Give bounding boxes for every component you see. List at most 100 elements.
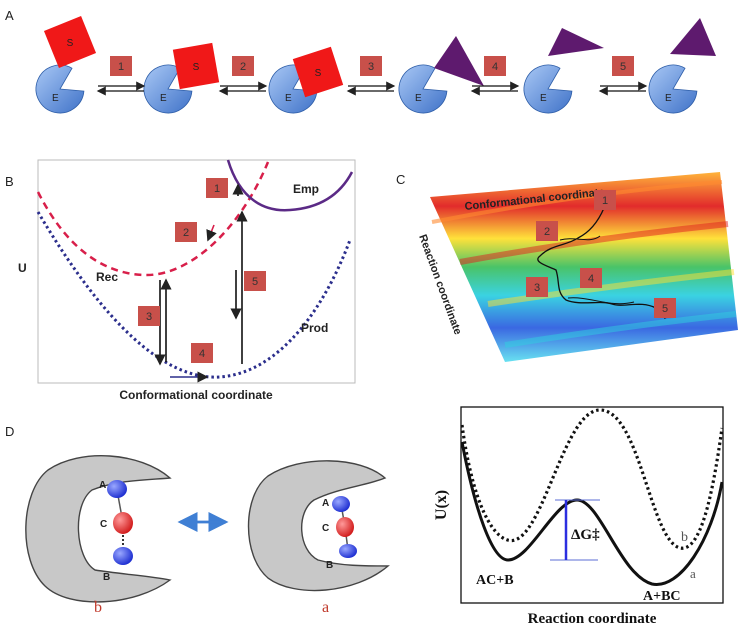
enzyme-label: E	[540, 93, 547, 104]
panel-b-step-label: 5	[252, 276, 258, 288]
enzyme-label: E	[160, 93, 167, 104]
plot-frame-d	[460, 406, 724, 604]
rec-curve	[36, 161, 270, 277]
curve-b-dotted	[460, 408, 724, 550]
substrate-1: S	[43, 15, 97, 69]
enzyme-6: E	[648, 64, 698, 114]
panel-c-step-box	[526, 277, 548, 297]
product-triangle-1	[434, 36, 484, 86]
panel-c-step-label: 3	[534, 282, 540, 294]
emp-curve	[226, 159, 354, 212]
panel-b-step-box	[191, 343, 213, 363]
panel-a-step-label: 1	[118, 61, 124, 73]
enzyme-3: E	[268, 64, 318, 114]
atom-a-a	[332, 496, 350, 512]
atom-b-b	[113, 547, 133, 565]
panel-b-step-label: 2	[183, 227, 189, 239]
atom-label-a-b: A	[99, 480, 106, 491]
rec-label: Rec	[96, 270, 118, 284]
trajectory-wiggles	[559, 235, 635, 305]
energy-landscape-3d: Conformational coordinate Reaction coord…	[416, 172, 738, 362]
substrate-label: S	[67, 38, 74, 49]
enzyme-b-shape	[25, 455, 172, 603]
panel-a-step-1: 1	[110, 56, 132, 76]
curve-a-solid	[460, 441, 724, 586]
state-label-a: a	[322, 599, 329, 616]
enzyme-label: E	[285, 93, 292, 104]
panel-c-step-box	[654, 298, 676, 318]
enzyme-pacman	[523, 64, 573, 114]
product-label: A+BC	[643, 589, 681, 604]
panel-c-step-1: 1	[594, 190, 616, 210]
emp-label: Emp	[293, 182, 319, 196]
enzyme-4: E	[398, 64, 448, 114]
panel-b-step-label: 1	[214, 183, 220, 195]
ridge-1	[431, 180, 723, 224]
substrate-label: S	[193, 62, 200, 73]
panel-a-step-box	[484, 56, 506, 76]
trajectory-path	[537, 207, 668, 319]
panel-a-step-box	[612, 56, 634, 76]
enzyme-pacman	[648, 64, 698, 114]
enzyme-pacman	[268, 64, 318, 114]
panel-b-step-2: 2	[175, 222, 197, 242]
panel-b-step-markers: 1 2 3 4 5	[138, 178, 266, 363]
substrate-2: S	[172, 42, 220, 90]
substrate-square	[43, 15, 97, 69]
panel-b-step-label: 3	[146, 311, 152, 323]
panel-label-a: A	[5, 8, 14, 23]
panel-a-step-box	[110, 56, 132, 76]
ridge-4	[504, 311, 737, 348]
panel-b-step-label: 4	[199, 348, 205, 360]
prod-curve	[36, 211, 352, 379]
panel-a-step-3: 3	[360, 56, 382, 76]
state-label-b: b	[94, 599, 102, 616]
enzyme-label: E	[415, 93, 422, 104]
y-axis-label-d: U(x)	[433, 490, 450, 520]
atom-c-b	[113, 512, 133, 534]
panel-c-step-box	[580, 268, 602, 288]
panel-a-step-4: 4	[484, 56, 506, 76]
product-triangle-3	[670, 18, 716, 56]
enzyme-label: E	[665, 93, 672, 104]
panel-c-step-label: 2	[544, 226, 550, 238]
atom-label-c-a: C	[322, 523, 329, 534]
panel-c-step-markers: 1 2 3 4 5	[526, 190, 676, 318]
curve-label-a: a	[690, 566, 696, 581]
substrate-label: S	[315, 68, 322, 79]
atom-c-a	[336, 517, 354, 537]
barrier-label: ΔG‡	[571, 527, 600, 543]
substrate-square	[292, 46, 344, 98]
enzyme-states: A C B b A C B a	[25, 455, 390, 616]
enzyme-1: E	[35, 64, 85, 114]
enzyme-a-shape	[247, 460, 390, 592]
ridge-2	[459, 221, 729, 265]
ridge-3	[487, 269, 735, 307]
prod-label: Prod	[301, 321, 328, 335]
panel-c-step-4: 4	[580, 268, 602, 288]
atom-label-a-a: A	[322, 498, 329, 509]
enzyme-pacman	[35, 64, 85, 114]
reaction-energy-plot: U(x) Reaction coordinate ΔG‡ AC+B A+BC b…	[433, 406, 724, 627]
panel-b-step-box	[138, 306, 160, 326]
product-triangle-2	[548, 28, 604, 56]
atom-b-a	[339, 544, 357, 558]
panel-label-d: D	[5, 424, 14, 439]
atom-label-c-b: C	[100, 519, 107, 530]
panel-c-step-label: 4	[588, 273, 594, 285]
panel-b-step-3: 3	[138, 306, 160, 326]
panel-b-step-4: 4	[191, 343, 213, 363]
panel-label-b: B	[5, 174, 14, 189]
panel-b-step-box	[244, 271, 266, 291]
panel-c-step-label: 1	[602, 195, 608, 207]
panel-a-step-2: 2	[232, 56, 254, 76]
energy-landscape-1d: U Conformational coordinate Emp Rec Prod…	[18, 159, 356, 402]
y-axis-label: U	[18, 261, 27, 275]
panel-a-step-box	[232, 56, 254, 76]
atom-label-b-a: B	[326, 560, 333, 571]
reaction-scheme: E E E E E E S S S 1 2 3 4 5	[35, 15, 716, 114]
panel-label-c: C	[396, 172, 405, 187]
enzyme-5: E	[523, 64, 573, 114]
substrate-3: S	[292, 46, 344, 98]
x-axis-label-d: Reaction coordinate	[528, 611, 657, 627]
